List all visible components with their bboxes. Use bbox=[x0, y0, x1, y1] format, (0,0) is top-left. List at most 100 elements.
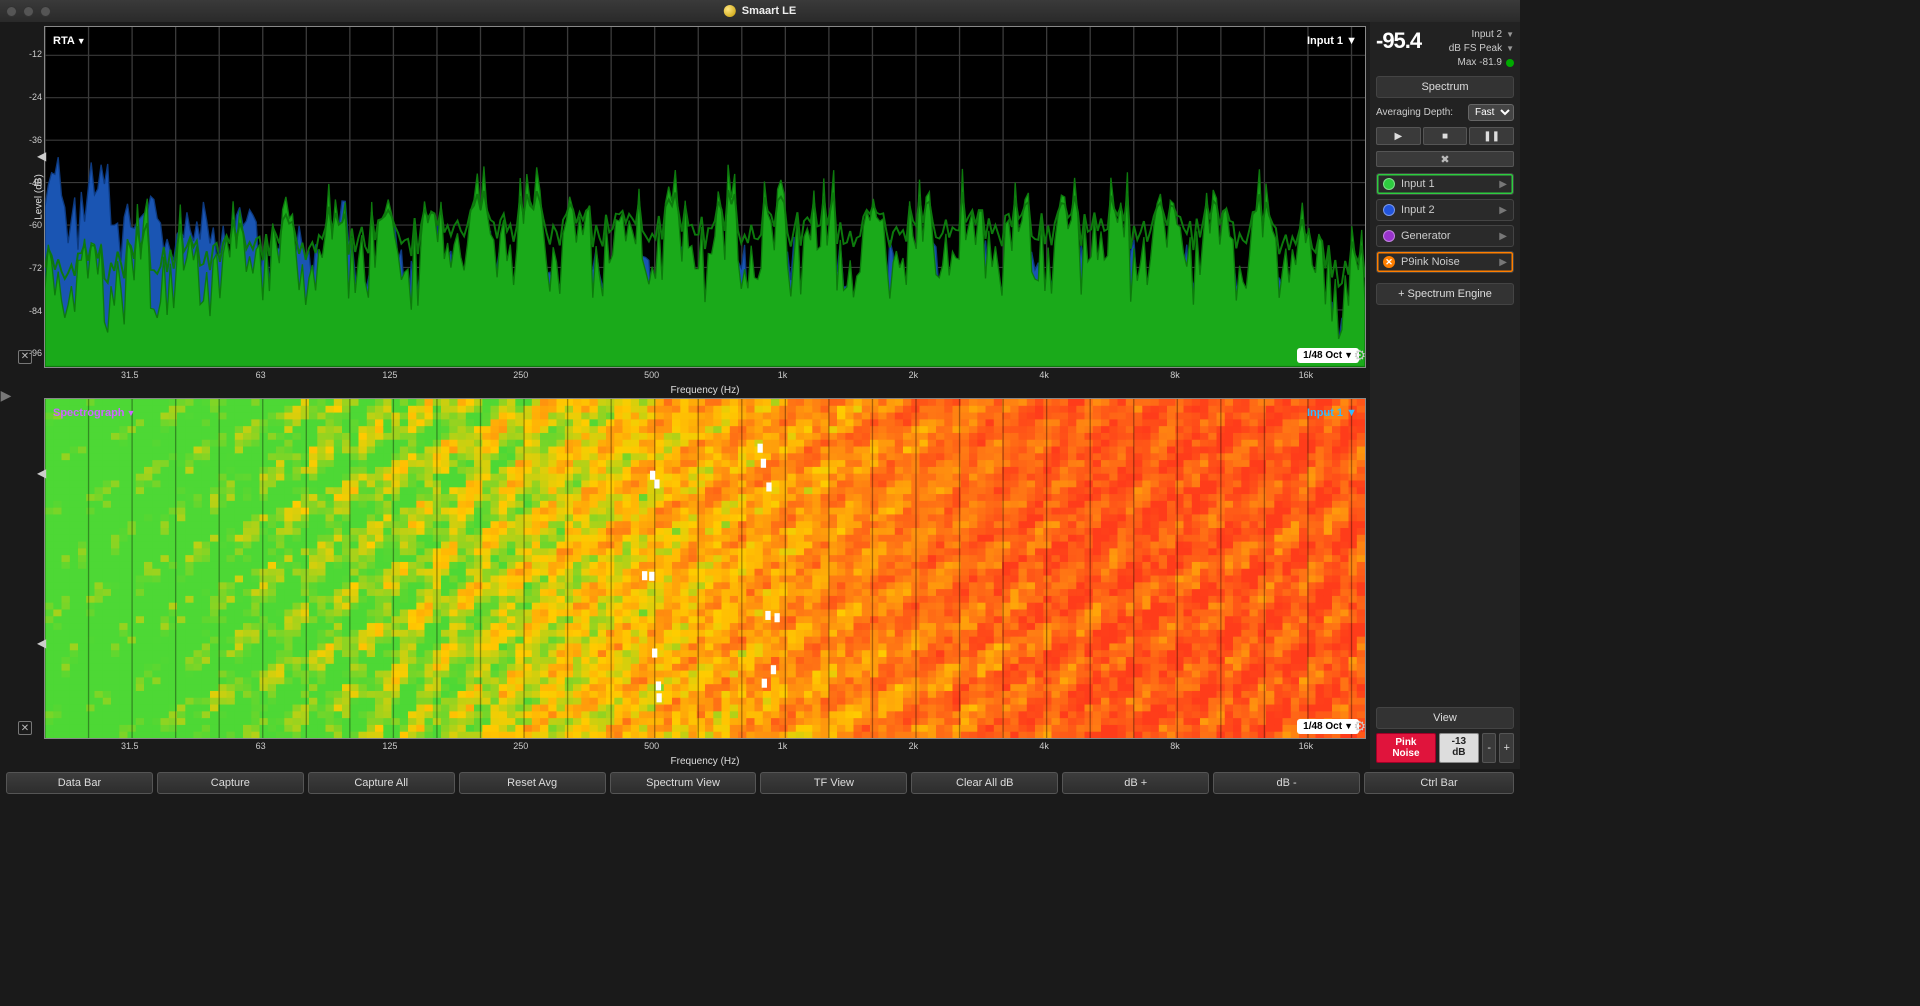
x-tick: 125 bbox=[382, 370, 397, 380]
meter-mode-dropdown[interactable]: dB FS Peak ▼ bbox=[1449, 42, 1514, 56]
rta-settings-icon[interactable]: ⚙ bbox=[1353, 347, 1366, 364]
spectrograph-plot[interactable]: Spectrograph▼ Input 1 ▼ 1/48 Oct▼ ◀ ◀ bbox=[44, 398, 1366, 740]
rta-y-tick: -60 bbox=[29, 220, 42, 230]
engine-label: Input 2 bbox=[1401, 204, 1435, 216]
x-tick: 63 bbox=[256, 370, 266, 380]
spectrograph-x-axis: Frequency (Hz) ✕ ⚙ 31.5631252505001k2k4k… bbox=[44, 739, 1366, 767]
play-button[interactable]: ▶ bbox=[1376, 127, 1421, 145]
spectro-range-handle-upper-icon[interactable]: ◀ bbox=[37, 466, 46, 480]
spectrograph-title-dropdown[interactable]: Spectrograph▼ bbox=[53, 407, 135, 419]
spectrum-view-button[interactable]: Spectrum View bbox=[610, 772, 757, 794]
x-tick: 1k bbox=[778, 370, 788, 380]
level-plus-button[interactable]: + bbox=[1499, 733, 1514, 763]
x-tick: 500 bbox=[644, 370, 659, 380]
x-tick: 250 bbox=[513, 741, 528, 751]
tools-button[interactable]: ✖ bbox=[1376, 151, 1514, 167]
x-tick: 4k bbox=[1039, 741, 1049, 751]
title-bar: Smaart LE bbox=[0, 0, 1520, 22]
rta-x-axis: Frequency (Hz) ✕ ⚙ 31.5631252505001k2k4k… bbox=[44, 368, 1366, 396]
side-panel: -95.4 Input 2 ▼ dB FS Peak ▼ Max -81.9 S… bbox=[1370, 22, 1520, 769]
x-tick: 125 bbox=[382, 741, 397, 751]
engine-input-1[interactable]: Input 1▶ bbox=[1376, 173, 1514, 195]
engine-generator[interactable]: Generator▶ bbox=[1376, 225, 1514, 247]
x-tick: 16k bbox=[1299, 370, 1314, 380]
tf-view-button[interactable]: TF View bbox=[760, 772, 907, 794]
spectrograph-x-label: Frequency (Hz) bbox=[671, 756, 740, 767]
meter-input-dropdown[interactable]: Input 2 ▼ bbox=[1449, 28, 1514, 42]
engine-remove-icon[interactable]: ✕ bbox=[1383, 256, 1395, 268]
view-section-header[interactable]: View bbox=[1376, 707, 1514, 729]
generator-level-readout: -13 dB bbox=[1439, 733, 1479, 763]
spectrograph-resolution-dropdown[interactable]: 1/48 Oct▼ bbox=[1297, 719, 1359, 734]
x-tick: 500 bbox=[644, 741, 659, 751]
window-controls[interactable] bbox=[6, 6, 51, 17]
transport-controls: ▶ ■ ❚❚ bbox=[1376, 127, 1514, 145]
rta-y-axis: Level (dB) -12-24-36-48-60-72-84-96 bbox=[16, 26, 44, 368]
rta-close-button[interactable]: ✕ bbox=[18, 350, 32, 364]
left-edge-gutter: ▶ bbox=[0, 22, 12, 769]
db-plus-button[interactable]: dB + bbox=[1062, 772, 1209, 794]
x-tick: 16k bbox=[1299, 741, 1314, 751]
stop-button[interactable]: ■ bbox=[1423, 127, 1468, 145]
rta-resolution-dropdown[interactable]: 1/48 Oct▼ bbox=[1297, 348, 1359, 363]
engine-label: P9ink Noise bbox=[1401, 256, 1460, 268]
engine-color-icon bbox=[1383, 230, 1395, 242]
engine-color-icon bbox=[1383, 204, 1395, 216]
x-tick: 63 bbox=[256, 741, 266, 751]
meter-value: -95.4 bbox=[1376, 28, 1421, 54]
capture-all-button[interactable]: Capture All bbox=[308, 772, 455, 794]
x-tick: 31.5 bbox=[121, 370, 139, 380]
db-minus-button[interactable]: dB - bbox=[1213, 772, 1360, 794]
meter-max: Max -81.9 bbox=[1449, 56, 1514, 70]
spectrograph-close-button[interactable]: ✕ bbox=[18, 721, 32, 735]
spectrograph-input-dropdown[interactable]: Input 1 ▼ bbox=[1307, 407, 1357, 419]
tools-icon: ✖ bbox=[1440, 153, 1449, 166]
engine-input-2[interactable]: Input 2▶ bbox=[1376, 199, 1514, 221]
minimize-window-icon[interactable] bbox=[23, 6, 34, 17]
rta-title-dropdown[interactable]: RTA▼ bbox=[53, 35, 86, 47]
rta-y-tick: -36 bbox=[29, 135, 42, 145]
add-spectrum-engine-button[interactable]: + Spectrum Engine bbox=[1376, 283, 1514, 305]
x-tick: 250 bbox=[513, 370, 528, 380]
expand-left-icon[interactable]: ▶ bbox=[1, 387, 12, 404]
spectro-range-handle-lower-icon[interactable]: ◀ bbox=[37, 636, 46, 650]
x-tick: 2k bbox=[909, 370, 919, 380]
rta-plot[interactable]: RTA▼ Input 1 ▼ 1/48 Oct▼ ◀ bbox=[44, 26, 1366, 368]
app-icon bbox=[724, 5, 736, 17]
spectrograph-settings-icon[interactable]: ⚙ bbox=[1353, 718, 1366, 735]
rta-input-dropdown[interactable]: Input 1 ▼ bbox=[1307, 35, 1357, 47]
app-title: Smaart LE bbox=[724, 5, 796, 17]
x-tick: 8k bbox=[1170, 741, 1180, 751]
rta-panel: Level (dB) -12-24-36-48-60-72-84-96 RTA▼… bbox=[16, 26, 1366, 396]
engine-color-icon bbox=[1383, 178, 1395, 190]
chevron-right-icon: ▶ bbox=[1499, 257, 1507, 268]
app-title-text: Smaart LE bbox=[742, 5, 796, 17]
spectrograph-panel: Spectrograph▼ Input 1 ▼ 1/48 Oct▼ ◀ ◀ Fr… bbox=[16, 398, 1366, 768]
x-tick: 2k bbox=[909, 741, 919, 751]
generator-row: Pink Noise -13 dB - + bbox=[1376, 733, 1514, 763]
zoom-window-icon[interactable] bbox=[40, 6, 51, 17]
ctrl-bar-button[interactable]: Ctrl Bar bbox=[1364, 772, 1514, 794]
rta-y-tick: -48 bbox=[29, 178, 42, 188]
rta-y-tick: -84 bbox=[29, 306, 42, 316]
x-tick: 8k bbox=[1170, 370, 1180, 380]
x-tick: 4k bbox=[1039, 370, 1049, 380]
averaging-label: Averaging Depth: bbox=[1376, 107, 1464, 118]
rta-y-tick: -72 bbox=[29, 263, 42, 273]
close-window-icon[interactable] bbox=[6, 6, 17, 17]
pause-button[interactable]: ❚❚ bbox=[1469, 127, 1514, 145]
pink-noise-button[interactable]: Pink Noise bbox=[1376, 733, 1436, 763]
meter-led-icon bbox=[1506, 59, 1514, 67]
engine-p9ink-noise[interactable]: ✕ P9ink Noise ▶ bbox=[1376, 251, 1514, 273]
capture-button[interactable]: Capture bbox=[157, 772, 304, 794]
rta-range-handle-icon[interactable]: ◀ bbox=[37, 149, 46, 163]
reset-avg-button[interactable]: Reset Avg bbox=[459, 772, 606, 794]
data-bar-button[interactable]: Data Bar bbox=[6, 772, 153, 794]
averaging-select[interactable]: Fast bbox=[1468, 104, 1514, 121]
level-minus-button[interactable]: - bbox=[1482, 733, 1497, 763]
rta-y-tick: -24 bbox=[29, 92, 42, 102]
bottom-toolbar: Data BarCaptureCapture AllReset AvgSpect… bbox=[0, 769, 1520, 797]
clear-all-db-button[interactable]: Clear All dB bbox=[911, 772, 1058, 794]
engine-label: Generator bbox=[1401, 230, 1451, 242]
rta-x-label: Frequency (Hz) bbox=[671, 385, 740, 396]
